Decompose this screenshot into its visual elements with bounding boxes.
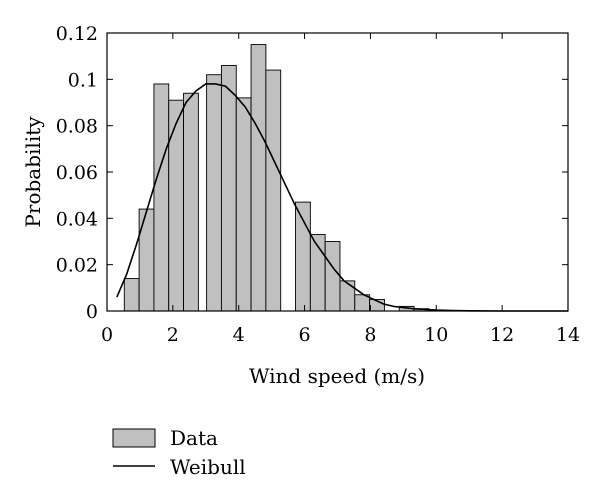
bar [206,74,222,312]
x-tick-label: 4 [233,324,245,346]
line-series-weibull [116,83,568,312]
bar-series-data [123,44,430,312]
x-tick-label: 14 [556,324,580,346]
legend-swatch-data [112,428,156,448]
x-tick-label: 6 [299,324,311,346]
bar [250,44,267,312]
bar [138,208,155,312]
bar [324,241,341,312]
bar [220,64,237,312]
x-tick-label: 8 [364,324,376,346]
bar [265,69,282,312]
y-tick-label: 0.1 [68,69,98,91]
y-axis-label: Probability [21,116,45,228]
legend-label-data: Data [170,426,218,450]
x-tick-label: 10 [424,324,448,346]
bar [123,278,140,312]
y-tick-label: 0.04 [56,208,98,230]
x-tick-label: 0 [101,324,113,346]
y-tick-label: 0.06 [56,162,98,184]
x-axis-label: Wind speed (m/s) [249,364,425,388]
y-tick-label: 0.12 [56,23,98,45]
y-tick-label: 0.08 [56,116,98,138]
bar [235,97,252,312]
x-tick-label: 2 [167,324,179,346]
y-axis-ticks: 0 0.02 0.04 0.06 0.08 0.1 0.12 [56,23,568,323]
x-tick-label: 12 [490,324,514,346]
legend: Data Weibull [112,426,246,479]
bar [183,92,199,312]
x-axis-ticks: 0 2 4 6 8 10 12 14 [101,33,580,346]
y-tick-label: 0.02 [56,255,98,277]
y-tick-label: 0 [86,301,98,323]
bar [168,99,185,312]
bar [153,83,170,312]
bar [339,280,356,312]
legend-label-weibull: Weibull [170,455,246,479]
